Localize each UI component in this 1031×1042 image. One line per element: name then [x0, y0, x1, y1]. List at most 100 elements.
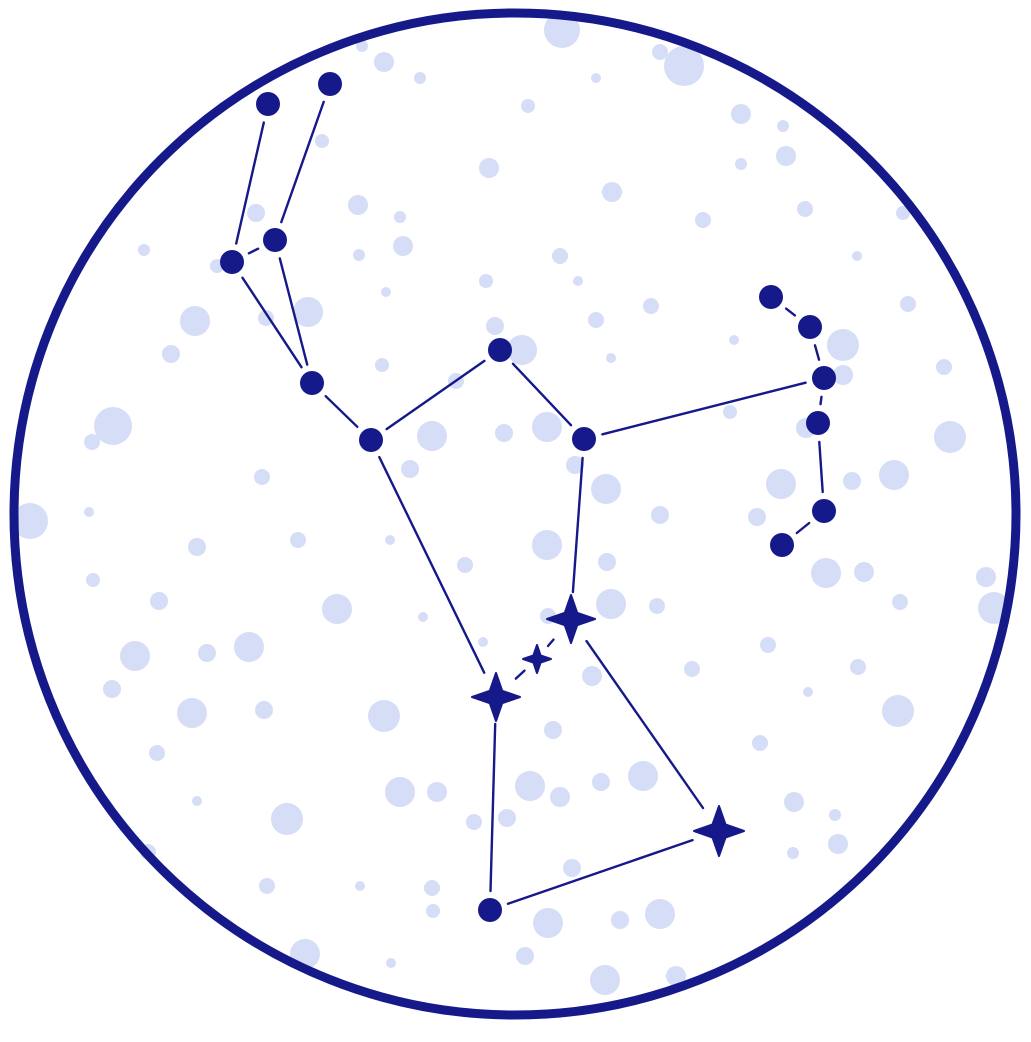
background-star	[401, 460, 419, 478]
background-star	[934, 421, 966, 453]
background-star	[588, 312, 604, 328]
round-star-icon	[220, 250, 244, 274]
constellation-line	[324, 395, 359, 428]
round-star-icon	[759, 285, 783, 309]
background-star	[896, 206, 910, 220]
background-star	[254, 469, 270, 485]
round-star-icon	[812, 499, 836, 523]
background-star	[192, 796, 202, 806]
background-star	[828, 834, 848, 854]
round-star-icon	[256, 92, 280, 116]
background-star	[521, 99, 535, 113]
background-star	[353, 249, 365, 261]
round-star-icon	[806, 411, 830, 435]
background-star	[348, 195, 368, 215]
background-star	[457, 557, 473, 573]
background-star	[322, 594, 352, 624]
background-star	[393, 236, 413, 256]
background-star	[892, 594, 908, 610]
background-star	[86, 573, 100, 587]
background-star	[149, 745, 165, 761]
background-star	[811, 558, 841, 588]
background-star	[784, 792, 804, 812]
background-star	[776, 146, 796, 166]
constellation-line	[506, 838, 694, 905]
background-star	[664, 46, 704, 86]
constellation-line	[234, 121, 265, 245]
background-star	[628, 761, 658, 791]
background-star	[188, 538, 206, 556]
background-star	[532, 412, 562, 442]
background-star	[602, 182, 622, 202]
background-star	[777, 120, 789, 132]
background-stars	[12, 12, 1010, 995]
background-star	[355, 881, 365, 891]
background-star	[315, 134, 329, 148]
background-star	[247, 204, 265, 222]
background-star	[645, 899, 675, 929]
round-star-icon	[488, 338, 512, 362]
round-star-icon	[318, 72, 342, 96]
constellation-line	[280, 100, 325, 224]
round-star-icon	[263, 228, 287, 252]
constellation-line	[784, 307, 797, 317]
constellation-line	[819, 395, 823, 406]
round-star-icon	[812, 366, 836, 390]
background-star	[427, 782, 447, 802]
background-star	[255, 701, 273, 719]
background-star	[532, 530, 562, 560]
constellation-line	[601, 381, 807, 436]
background-star	[234, 632, 264, 662]
background-star	[651, 506, 669, 524]
background-star	[591, 73, 601, 83]
background-star	[94, 407, 132, 445]
constellation-line	[489, 722, 497, 893]
background-star	[787, 847, 799, 859]
background-star	[852, 251, 862, 261]
background-star	[936, 359, 952, 375]
background-star	[850, 659, 866, 675]
background-star	[417, 421, 447, 451]
background-star	[854, 562, 874, 582]
background-star	[729, 335, 739, 345]
background-star	[606, 353, 616, 363]
round-star-icon	[770, 533, 794, 557]
background-star	[507, 335, 537, 365]
sky-circle-border	[9, 8, 1021, 1020]
background-star	[882, 695, 914, 727]
background-star	[414, 72, 426, 84]
background-star	[544, 12, 580, 48]
background-star	[695, 212, 711, 228]
background-star	[611, 911, 629, 929]
background-star	[180, 306, 210, 336]
constellation-line	[795, 521, 811, 535]
background-star	[198, 644, 216, 662]
background-star	[259, 878, 275, 894]
background-star	[356, 40, 368, 52]
background-star	[843, 472, 861, 490]
constellation-line	[247, 247, 260, 255]
round-star-icon	[359, 428, 383, 452]
background-star	[84, 507, 94, 517]
background-star	[478, 637, 488, 647]
background-star	[598, 553, 616, 571]
background-star	[652, 44, 668, 60]
background-star	[486, 317, 504, 335]
background-star	[466, 814, 482, 830]
background-star	[552, 248, 568, 264]
background-star	[120, 641, 150, 671]
background-star	[381, 287, 391, 297]
background-star	[752, 735, 768, 751]
round-star-icon	[572, 427, 596, 451]
round-star-icon	[798, 315, 822, 339]
constellation-line	[546, 638, 555, 648]
background-star	[900, 296, 916, 312]
background-star	[592, 773, 610, 791]
constellation-stars	[220, 72, 836, 922]
constellation-line	[514, 669, 526, 680]
background-star	[418, 612, 428, 622]
bright-star-icon	[522, 644, 552, 674]
background-star	[879, 460, 909, 490]
background-star	[550, 787, 570, 807]
background-star	[103, 680, 121, 698]
